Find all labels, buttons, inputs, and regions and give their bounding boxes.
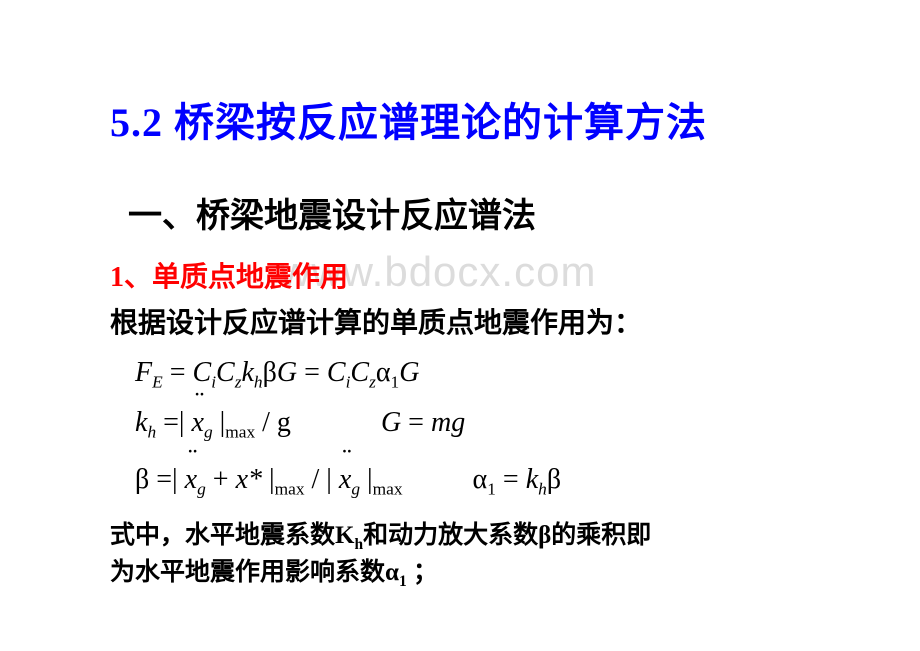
section-heading: 一、桥梁地震设计反应谱法	[128, 188, 860, 237]
sym-x3: x	[339, 464, 351, 495]
formula-alpha1: α1 = khβ	[473, 458, 562, 504]
footer-2b: ；	[407, 559, 438, 586]
formula-gmg: G = mg	[381, 401, 465, 444]
sym-bar3: |	[360, 464, 373, 495]
sym-alpha1: α	[376, 357, 391, 388]
sym-F: F	[135, 357, 152, 388]
sym-mg: mg	[431, 407, 465, 438]
formula-fe: FE = CiCzkhβG = CiCzα1G	[135, 351, 860, 397]
footer-1a: 式中，水平地震系数K	[110, 522, 354, 549]
sym-xddot1: x	[192, 401, 204, 444]
page-title: 5.2 桥梁按反应谱理论的计算方法	[110, 90, 860, 148]
sym-eq4: =	[496, 464, 526, 495]
sym-G3: G	[381, 407, 401, 438]
sym-eqbar2: =|	[149, 464, 184, 495]
sym-k3: k	[526, 464, 538, 495]
sym-x2: x	[185, 464, 197, 495]
sub-g1: g	[204, 422, 213, 441]
footer-2a: 为水平地震作用影响系数α	[110, 559, 399, 586]
sym-bar2: |	[262, 464, 275, 495]
sub-h3: h	[538, 480, 547, 499]
subheading: 1、单质点地震作用	[110, 255, 860, 295]
sym-G2: G	[399, 357, 419, 388]
sym-beta3: β	[547, 464, 561, 495]
sym-k2: k	[135, 407, 147, 438]
sym-overg: / g	[255, 407, 291, 438]
footer-text: 式中，水平地震系数Kh和动力放大系数β的乘积即 为水平地震作用影响系数α1 ；	[110, 518, 860, 593]
formula-row-3: β =| xg + x* |max / | xg |max α1 = khβ	[135, 458, 860, 504]
sub-g3: g	[351, 480, 360, 499]
sub-E: E	[152, 373, 163, 392]
sym-eqbar1: =|	[156, 407, 191, 438]
sym-eq: =	[163, 357, 193, 388]
sub-h2: h	[147, 422, 156, 441]
footer-1b: 和动力放大系数β的乘积即	[363, 522, 651, 549]
sym-plus: +	[206, 464, 236, 495]
sym-xstar: x*	[236, 464, 262, 495]
formula-beta: β =| xg + x* |max / | xg |max	[135, 458, 403, 504]
sym-x1: x	[192, 407, 204, 438]
footer-sub-h: h	[354, 536, 363, 553]
intro-line: 根据设计反应谱计算的单质点地震作用为：	[110, 301, 860, 341]
sub-g2: g	[197, 480, 206, 499]
sym-C2: C	[216, 357, 235, 388]
formula-block: FE = CiCzkhβG = CiCzα1G kh =| xg |max / …	[135, 351, 860, 504]
sym-C3: C	[327, 357, 346, 388]
sym-C4: C	[350, 357, 369, 388]
sub-max1: max	[225, 422, 255, 441]
sub-1a: 1	[391, 373, 400, 392]
sym-over: / |	[305, 464, 339, 495]
sym-beta2: β	[135, 464, 149, 495]
sym-alpha2: α	[473, 464, 488, 495]
sym-k: k	[241, 357, 253, 388]
sym-eq3: =	[401, 407, 431, 438]
sym-G1: G	[277, 357, 297, 388]
sub-1b: 1	[487, 480, 496, 499]
sym-xddot2: x	[185, 458, 197, 501]
sub-z2: z	[369, 373, 376, 392]
sym-beta1: β	[263, 357, 277, 388]
sym-bar1: |	[213, 407, 226, 438]
formula-row-2: kh =| xg |max / g G = mg	[135, 401, 860, 447]
sym-xddot3: x	[339, 458, 351, 501]
sub-max3: max	[373, 480, 403, 499]
sub-max2: max	[275, 480, 305, 499]
sub-h1: h	[254, 373, 263, 392]
formula-kh: kh =| xg |max / g	[135, 401, 291, 447]
slide-content: 5.2 桥梁按反应谱理论的计算方法 一、桥梁地震设计反应谱法 1、单质点地震作用…	[0, 0, 920, 633]
footer-sub-1: 1	[399, 573, 407, 590]
sym-eq2: =	[297, 357, 327, 388]
